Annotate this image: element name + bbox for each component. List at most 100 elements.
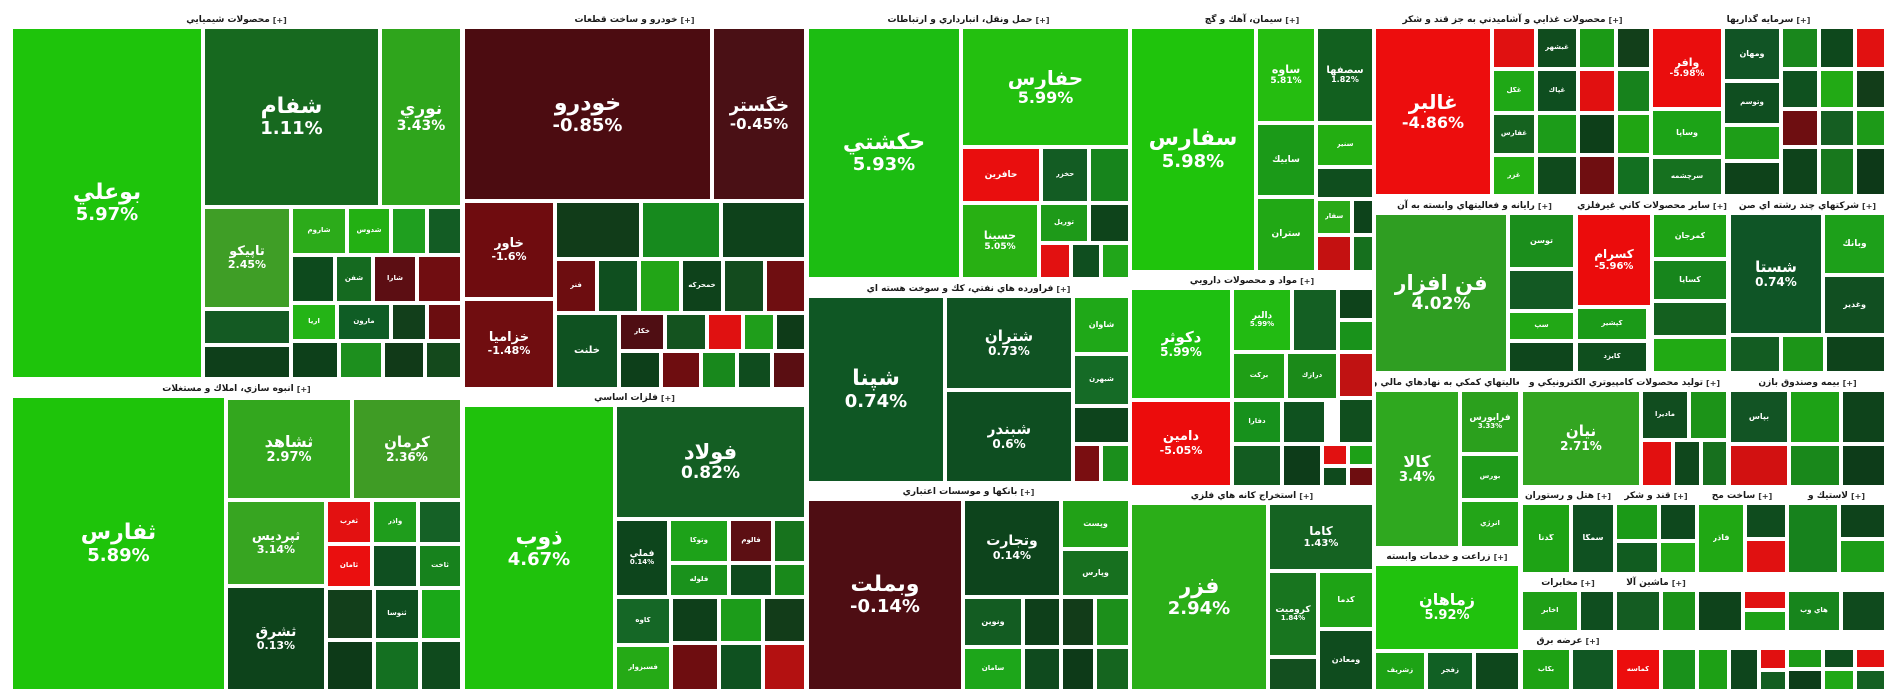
sector-header[interactable]: شركتهاي چند رشته اي صن [+] <box>1730 198 1885 214</box>
expand-icon[interactable]: [+] <box>1285 15 1300 25</box>
treemap-tile[interactable] <box>1349 467 1373 486</box>
treemap-tile[interactable] <box>1317 168 1373 198</box>
treemap-tile[interactable]: شبندر 0.6% <box>946 391 1072 482</box>
treemap-tile[interactable] <box>1537 156 1577 195</box>
treemap-tile[interactable]: كالا 3.4% <box>1375 391 1459 547</box>
treemap-tile[interactable] <box>672 598 718 642</box>
treemap-tile[interactable] <box>776 314 805 350</box>
treemap-tile[interactable] <box>1024 598 1060 646</box>
treemap-tile[interactable] <box>1323 467 1347 486</box>
treemap-tile[interactable]: درازك <box>1287 353 1337 399</box>
treemap-tile[interactable] <box>1090 204 1129 242</box>
treemap-tile[interactable]: خلنت <box>556 314 618 388</box>
treemap-tile[interactable] <box>1353 200 1373 234</box>
treemap-tile[interactable] <box>1102 244 1129 278</box>
treemap-tile[interactable] <box>1840 504 1885 538</box>
treemap-tile[interactable] <box>1820 28 1854 68</box>
treemap-tile[interactable]: كسايا <box>1653 260 1727 300</box>
sector-header[interactable]: انبوه سازي، املاك و مستغلات [+] <box>12 381 461 397</box>
treemap-tile[interactable]: آريا <box>292 304 336 340</box>
treemap-tile[interactable]: سپ <box>1509 312 1574 340</box>
treemap-tile[interactable] <box>1040 244 1070 278</box>
sector-header[interactable]: لاستيك و [+] <box>1788 488 1885 504</box>
treemap-tile[interactable]: سمگا <box>1572 504 1614 573</box>
treemap-tile[interactable]: فن افزار 4.02% <box>1375 214 1507 372</box>
sector-header[interactable]: رايانه و فعاليتهاي وابسته به آن [+] <box>1375 198 1574 214</box>
expand-icon[interactable]: [+] <box>1842 378 1857 388</box>
treemap-tile[interactable] <box>738 352 771 388</box>
treemap-tile[interactable] <box>1782 336 1824 372</box>
treemap-tile[interactable]: خزاميا -1.48% <box>464 300 554 388</box>
treemap-tile[interactable]: خگستر -0.45% <box>713 28 805 200</box>
expand-icon[interactable]: [+] <box>1608 15 1623 25</box>
treemap-tile[interactable]: سرچشمه <box>1652 158 1722 195</box>
expand-icon[interactable]: [+] <box>1580 578 1595 588</box>
treemap-tile[interactable] <box>1283 445 1321 486</box>
treemap-tile[interactable] <box>1572 649 1614 690</box>
treemap-tile[interactable]: غزر <box>1493 156 1535 195</box>
treemap-tile[interactable]: ومعادن <box>1319 630 1373 690</box>
treemap-tile[interactable] <box>598 260 638 312</box>
sector-header[interactable]: حمل ونقل، انبارداري و ارتباطات [+] <box>808 12 1129 28</box>
sector-header[interactable]: زراعت و خدمات وابسته [+] <box>1375 549 1519 565</box>
treemap-tile[interactable]: سامان <box>964 648 1022 690</box>
treemap-tile[interactable] <box>1269 658 1317 690</box>
sector-header[interactable]: ماشين آلا [+] <box>1616 575 1696 591</box>
treemap-tile[interactable]: سفارس 5.98% <box>1131 28 1255 271</box>
expand-icon[interactable]: [+] <box>272 15 287 25</box>
treemap-tile[interactable]: شفن <box>336 256 372 302</box>
treemap-tile[interactable] <box>1782 110 1818 146</box>
treemap-tile[interactable]: وبانك <box>1824 214 1885 274</box>
expand-icon[interactable]: [+] <box>1706 378 1721 388</box>
treemap-tile[interactable] <box>1096 598 1129 646</box>
treemap-tile[interactable] <box>1820 110 1854 146</box>
treemap-tile[interactable]: گدنا <box>1522 504 1570 573</box>
treemap-tile[interactable] <box>1579 156 1615 195</box>
expand-icon[interactable]: [+] <box>1056 284 1071 294</box>
treemap-tile[interactable] <box>1475 652 1519 690</box>
treemap-tile[interactable] <box>1580 591 1614 631</box>
treemap-tile[interactable]: بركت <box>1233 353 1285 399</box>
expand-icon[interactable]: [+] <box>660 393 675 403</box>
sector-header[interactable]: استخراج كانه هاي فلزي [+] <box>1131 488 1373 504</box>
treemap-tile[interactable] <box>774 564 805 596</box>
treemap-tile[interactable] <box>1842 445 1885 486</box>
treemap-tile[interactable] <box>421 641 461 690</box>
treemap-tile[interactable] <box>1617 70 1650 112</box>
treemap-tile[interactable]: حخزر <box>1042 148 1088 202</box>
treemap-tile[interactable]: وتوكا <box>670 520 728 562</box>
expand-icon[interactable]: [+] <box>1585 636 1600 646</box>
treemap-tile[interactable] <box>1090 148 1129 202</box>
treemap-tile[interactable] <box>1730 336 1780 372</box>
treemap-tile[interactable]: غالبر -4.86% <box>1375 28 1491 195</box>
treemap-tile[interactable]: ذوب 4.67% <box>464 406 614 690</box>
treemap-tile[interactable] <box>620 352 660 388</box>
treemap-tile[interactable] <box>1233 445 1281 486</box>
treemap-tile[interactable]: ومهان <box>1724 28 1780 80</box>
treemap-tile[interactable] <box>1339 289 1373 319</box>
treemap-tile[interactable]: كپشير <box>1577 308 1647 340</box>
treemap-tile[interactable] <box>1856 70 1885 108</box>
treemap-tile[interactable]: دفارا <box>1233 401 1281 443</box>
treemap-tile[interactable]: زشريف <box>1375 652 1425 690</box>
treemap-tile[interactable] <box>766 260 805 312</box>
sector-header[interactable]: ساخت مح [+] <box>1698 488 1786 504</box>
treemap-tile[interactable]: سآبيك <box>1257 124 1315 196</box>
treemap-tile[interactable] <box>1856 670 1885 690</box>
treemap-tile[interactable]: كاما 1.43% <box>1269 504 1373 570</box>
treemap-tile[interactable]: فولاد 0.82% <box>616 406 805 518</box>
treemap-tile[interactable] <box>773 352 805 388</box>
treemap-tile[interactable]: فالوم <box>730 520 772 562</box>
treemap-tile[interactable] <box>774 520 805 562</box>
treemap-tile[interactable] <box>642 202 720 258</box>
treemap-tile[interactable] <box>672 644 718 690</box>
treemap-tile[interactable] <box>1579 28 1615 68</box>
treemap-tile[interactable]: خودرو -0.85% <box>464 28 711 200</box>
treemap-tile[interactable] <box>204 310 290 344</box>
treemap-tile[interactable] <box>292 256 334 302</box>
treemap-tile[interactable] <box>1653 338 1727 372</box>
treemap-tile[interactable] <box>1283 401 1325 443</box>
treemap-tile[interactable]: ثغرب <box>327 501 371 543</box>
treemap-tile[interactable] <box>1744 591 1786 609</box>
sector-header[interactable]: مخابرات [+] <box>1522 575 1614 591</box>
